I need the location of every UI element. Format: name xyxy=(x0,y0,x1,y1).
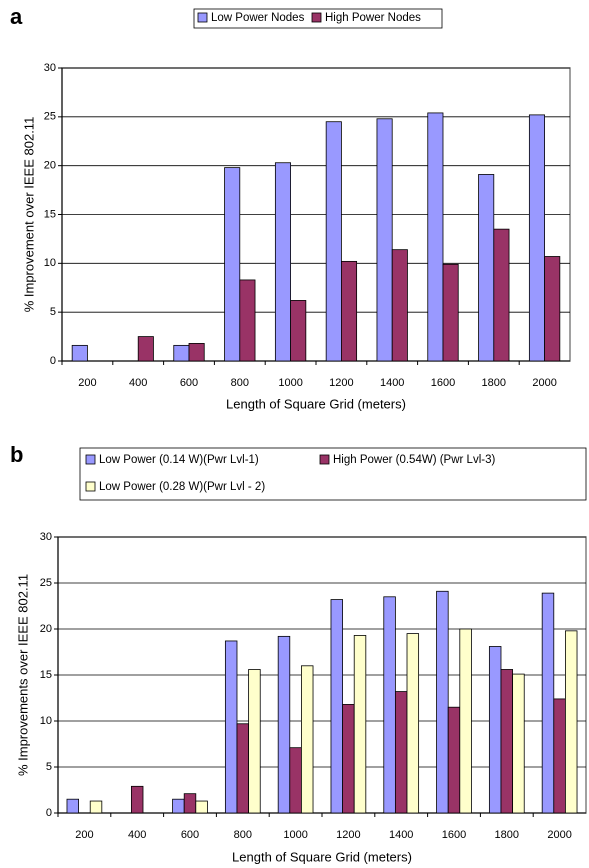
y-tick-label: 0 xyxy=(46,807,52,819)
x-tick-label: 1800 xyxy=(495,829,519,841)
y-tick-label: 20 xyxy=(40,623,52,635)
bar xyxy=(544,256,561,362)
legend-label: Low Power (0.28 W)(Pwr Lvl - 2) xyxy=(99,481,265,493)
bar xyxy=(183,793,197,814)
legend-label: High Power (0.54W) (Pwr Lvl-3) xyxy=(333,454,495,466)
y-tick-label: 10 xyxy=(40,715,52,727)
bar xyxy=(274,162,291,362)
bar xyxy=(427,112,444,362)
bar xyxy=(488,646,502,814)
x-tick-label: 800 xyxy=(231,377,249,389)
bar xyxy=(340,260,358,362)
legend-swatch xyxy=(85,454,96,465)
bar xyxy=(173,344,190,362)
x-tick-label: 1200 xyxy=(336,829,360,841)
y-tick-label: 15 xyxy=(44,208,56,220)
bar xyxy=(137,336,154,362)
bar xyxy=(500,669,514,814)
x-axis-label: Length of Square Grid (meters) xyxy=(226,396,406,411)
bar xyxy=(394,691,408,814)
bar xyxy=(188,343,205,362)
bar xyxy=(239,279,256,362)
x-tick-label: 2000 xyxy=(532,377,556,389)
bar xyxy=(353,635,367,814)
bar xyxy=(553,698,566,814)
panel-label: b xyxy=(10,442,23,467)
y-tick-label: 5 xyxy=(46,761,52,773)
x-tick-label: 600 xyxy=(181,829,199,841)
bar xyxy=(290,300,307,362)
bar xyxy=(447,706,461,814)
x-tick-label: 1200 xyxy=(329,377,353,389)
bar xyxy=(89,800,103,814)
bar xyxy=(493,228,510,362)
x-tick-label: 1000 xyxy=(283,829,307,841)
bar xyxy=(383,596,396,814)
y-tick-label: 20 xyxy=(44,160,56,172)
bar xyxy=(224,167,241,362)
y-axis-label: % Improvement over IEEE 802.11 xyxy=(21,117,36,313)
legend-label: Low Power (0.14 W)(Pwr Lvl-1) xyxy=(99,454,259,466)
bar xyxy=(565,630,578,814)
bar xyxy=(436,590,449,814)
bar xyxy=(528,114,545,362)
bar xyxy=(224,640,238,814)
y-tick-label: 25 xyxy=(44,111,56,123)
bar xyxy=(391,249,408,362)
x-tick-label: 800 xyxy=(234,829,252,841)
x-tick-label: 200 xyxy=(78,377,96,389)
bar xyxy=(325,121,342,362)
bar xyxy=(195,800,208,814)
x-tick-label: 600 xyxy=(180,377,198,389)
bar xyxy=(301,665,314,814)
panel-label: a xyxy=(10,4,23,29)
bar xyxy=(248,669,261,814)
y-tick-label: 5 xyxy=(50,306,56,318)
legend-box xyxy=(79,447,587,501)
x-tick-label: 1600 xyxy=(442,829,466,841)
x-tick-label: 400 xyxy=(129,377,147,389)
legend-swatch xyxy=(85,481,96,492)
bar xyxy=(406,633,420,814)
bar xyxy=(541,592,555,814)
legend-swatch xyxy=(311,12,322,23)
x-tick-label: 1400 xyxy=(380,377,404,389)
bar xyxy=(442,263,459,362)
y-tick-label: 30 xyxy=(40,531,52,543)
x-tick-label: 1000 xyxy=(278,377,302,389)
bar xyxy=(459,628,472,814)
x-tick-label: 200 xyxy=(75,829,93,841)
legend-label: Low Power Nodes xyxy=(211,12,305,24)
bar xyxy=(277,635,291,814)
bar xyxy=(236,723,250,814)
x-tick-label: 2000 xyxy=(547,829,571,841)
legend-label: High Power Nodes xyxy=(325,12,421,24)
y-tick-label: 15 xyxy=(40,669,52,681)
x-tick-label: 1600 xyxy=(431,377,455,389)
y-axis-label: % Improvements over IEEE 802.11 xyxy=(15,574,30,776)
bar xyxy=(512,673,525,814)
bar xyxy=(376,118,393,362)
bar xyxy=(330,599,343,814)
y-tick-label: 0 xyxy=(50,355,56,367)
bar xyxy=(172,798,185,814)
bar xyxy=(71,344,88,362)
bar xyxy=(478,174,495,362)
bar xyxy=(342,704,355,814)
x-tick-label: 1800 xyxy=(482,377,506,389)
x-axis-label: Length of Square Grid (meters) xyxy=(232,849,412,864)
y-tick-label: 10 xyxy=(44,257,56,269)
bar xyxy=(289,747,302,814)
bar xyxy=(130,785,144,814)
y-tick-label: 25 xyxy=(40,577,52,589)
x-tick-label: 400 xyxy=(128,829,146,841)
bar xyxy=(66,798,79,814)
legend-swatch xyxy=(319,454,330,465)
x-tick-label: 1400 xyxy=(389,829,413,841)
legend-swatch xyxy=(197,12,208,23)
y-tick-label: 30 xyxy=(44,62,56,74)
